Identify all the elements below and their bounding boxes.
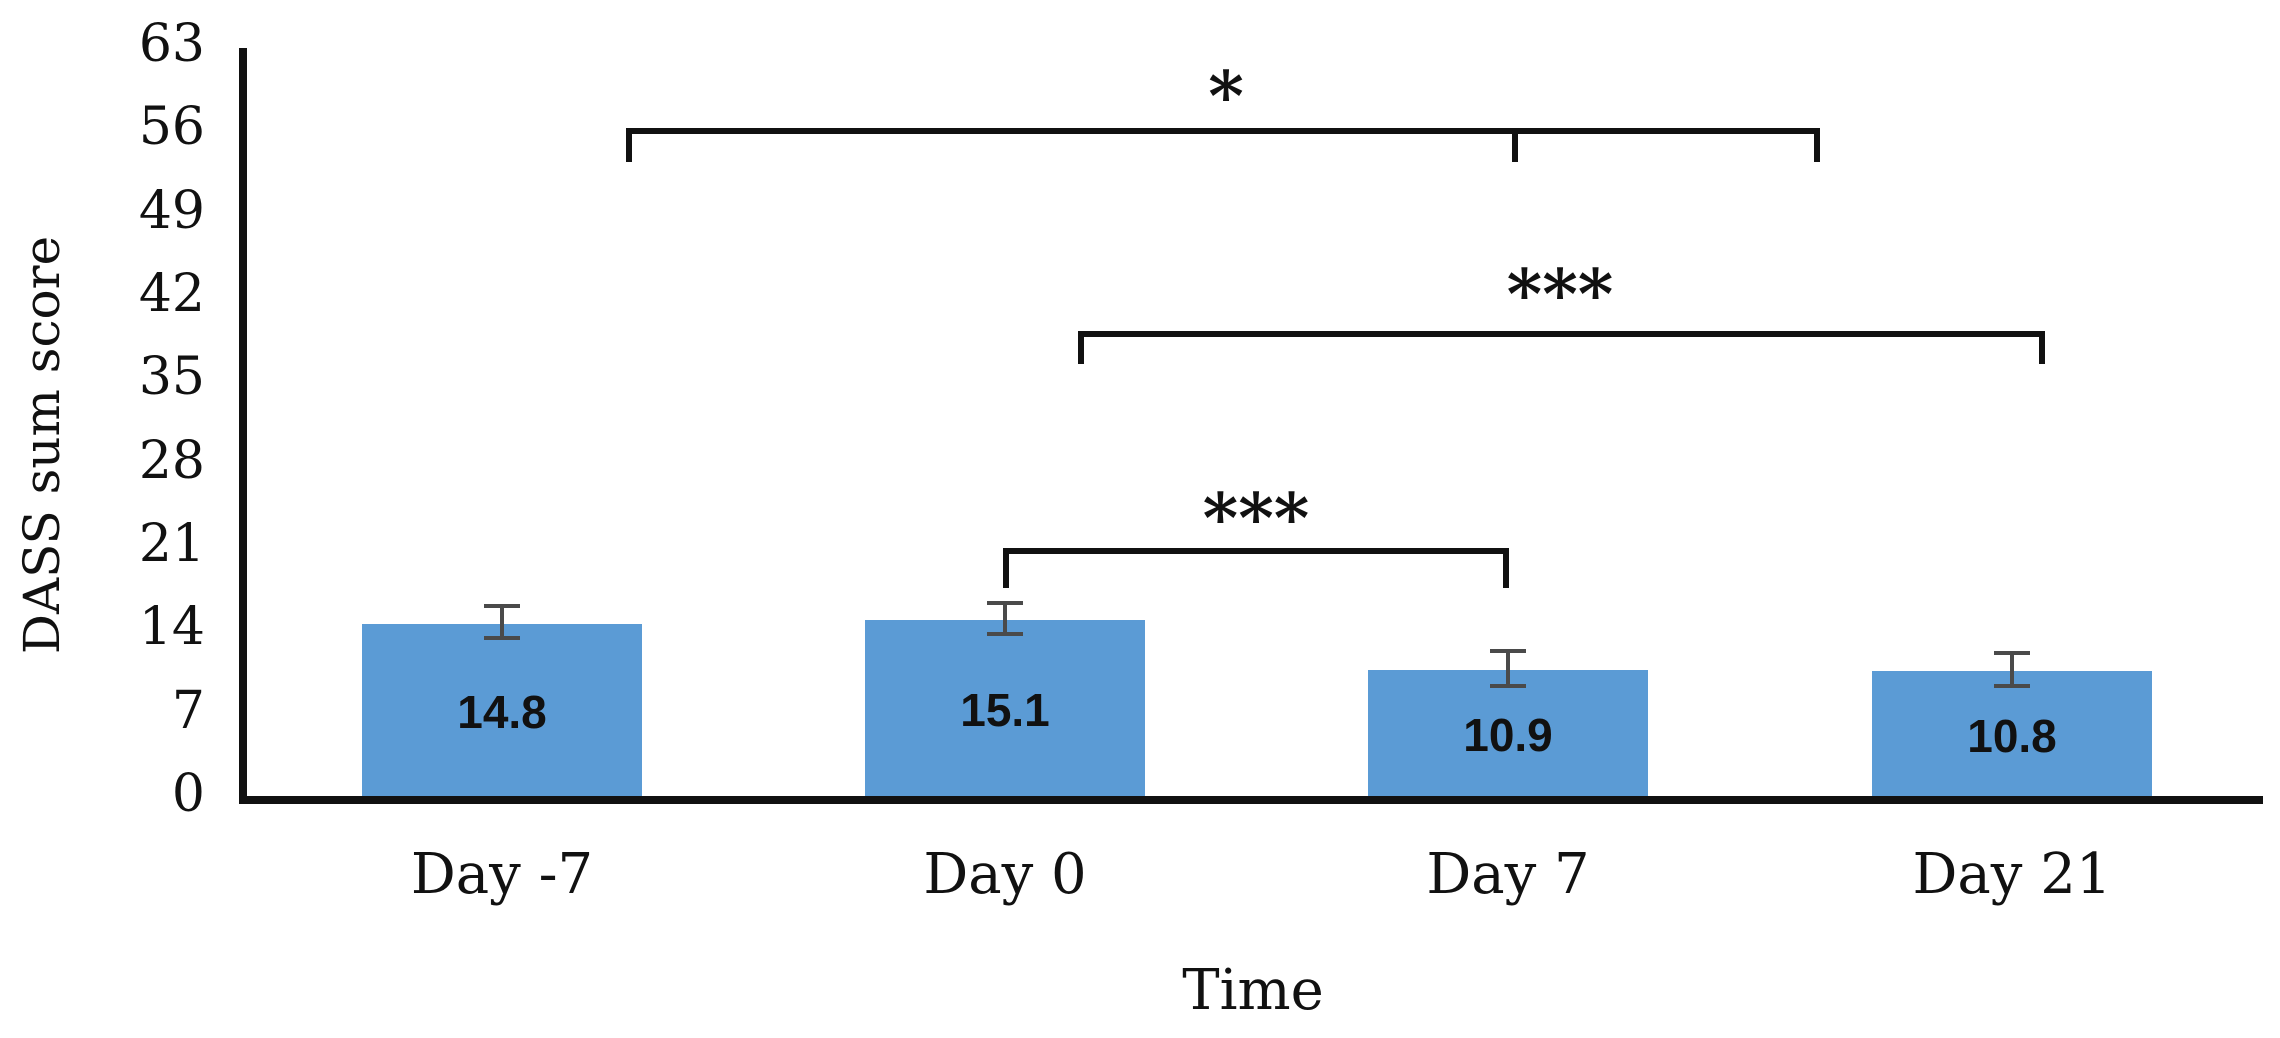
- significance-bracket: [626, 128, 1820, 134]
- y-tick-label: 49: [138, 181, 205, 241]
- error-bar-cap-top: [1994, 651, 2030, 655]
- bar-day--7: [362, 624, 642, 800]
- y-tick-label: 0: [171, 764, 205, 824]
- significance-stars: ***: [1202, 479, 1310, 559]
- bar-value-label: 10.8: [1967, 710, 2057, 762]
- error-bar-line: [2010, 653, 2014, 685]
- y-tick-label: 7: [171, 681, 205, 741]
- bar-day-7: [1368, 670, 1648, 800]
- x-tick-label: Day 0: [923, 842, 1087, 907]
- significance-bracket: [1078, 331, 2045, 337]
- error-bar-line: [1003, 603, 1007, 634]
- error-bar-cap-top: [987, 601, 1023, 605]
- error-bar-line: [1506, 651, 1510, 686]
- error-bar-cap-bottom: [484, 636, 520, 640]
- error-bar-cap-top: [1490, 649, 1526, 653]
- y-tick-label: 28: [138, 431, 205, 491]
- significance-bracket-tick: [1078, 331, 1084, 364]
- x-axis-line: [239, 796, 2263, 804]
- significance-stars: *: [1208, 57, 1244, 137]
- y-tick-label: 42: [138, 264, 205, 324]
- significance-bracket-tick: [1512, 128, 1518, 162]
- y-tick-label: 56: [138, 97, 205, 157]
- error-bar-cap-bottom: [1490, 684, 1526, 688]
- significance-bracket-tick: [1814, 128, 1820, 162]
- y-tick-label: 35: [138, 347, 205, 407]
- significance-bracket-tick: [1003, 548, 1009, 588]
- x-tick-label: Day 21: [1912, 842, 2112, 907]
- bar-value-label: 10.9: [1463, 709, 1553, 761]
- x-tick-label: Day 7: [1426, 842, 1590, 907]
- significance-bracket-tick: [626, 128, 632, 162]
- x-tick-label: Day -7: [410, 842, 594, 907]
- y-tick-label: 21: [138, 514, 205, 574]
- error-bar-cap-top: [484, 604, 520, 608]
- y-tick-label: 63: [138, 14, 205, 74]
- error-bar-cap-bottom: [1994, 684, 2030, 688]
- error-bar-cap-bottom: [987, 632, 1023, 636]
- significance-bracket-tick: [2039, 331, 2045, 364]
- bar-value-label: 14.8: [457, 686, 547, 738]
- bar-day-21: [1872, 671, 2152, 800]
- y-tick-label: 14: [138, 597, 205, 657]
- error-bar-line: [500, 606, 504, 638]
- significance-bracket-tick: [1503, 548, 1509, 588]
- bar-value-label: 15.1: [960, 684, 1050, 736]
- bar-day-0: [865, 620, 1145, 800]
- y-axis-line: [239, 48, 247, 804]
- significance-stars: ***: [1506, 255, 1614, 335]
- x-axis-title: Time: [1182, 958, 1324, 1023]
- significance-bracket: [1003, 548, 1509, 554]
